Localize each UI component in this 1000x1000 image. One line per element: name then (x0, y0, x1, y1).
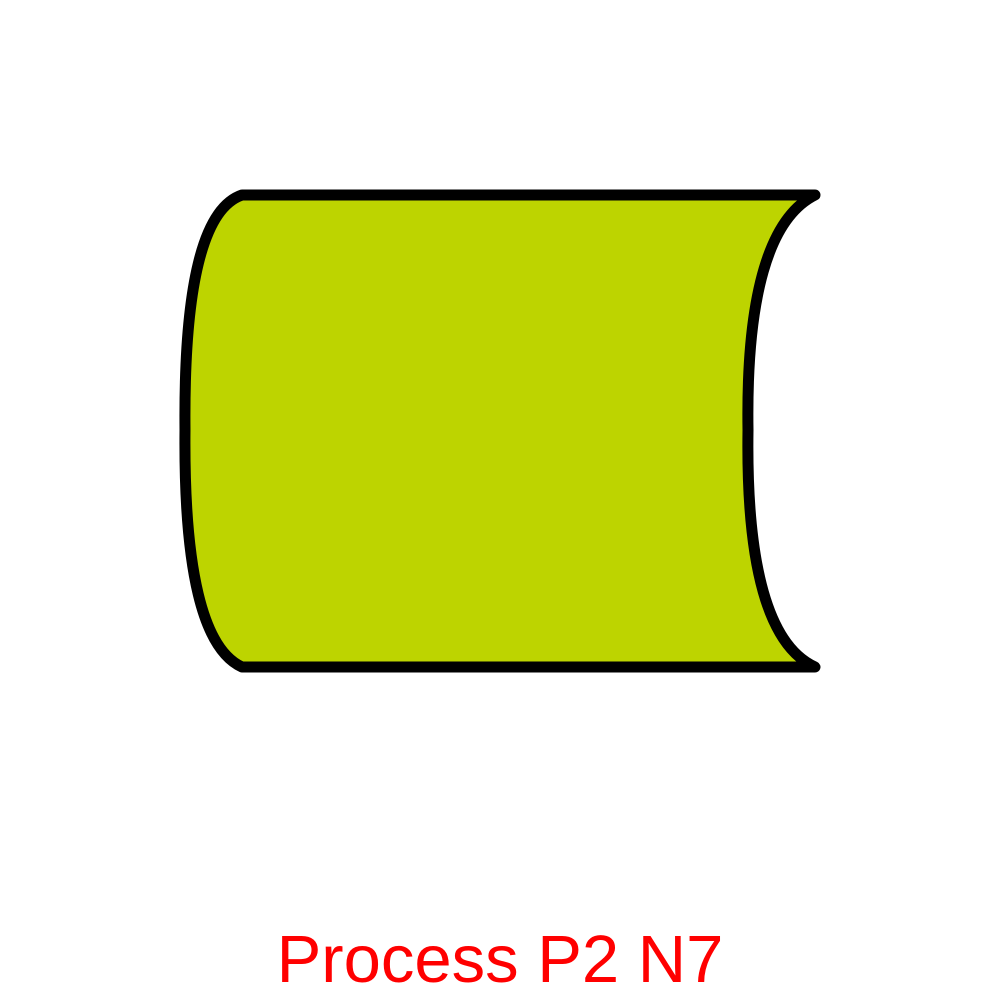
node-caption: Process P2 N7 (276, 922, 724, 997)
stored-data-shape (179, 189, 821, 673)
